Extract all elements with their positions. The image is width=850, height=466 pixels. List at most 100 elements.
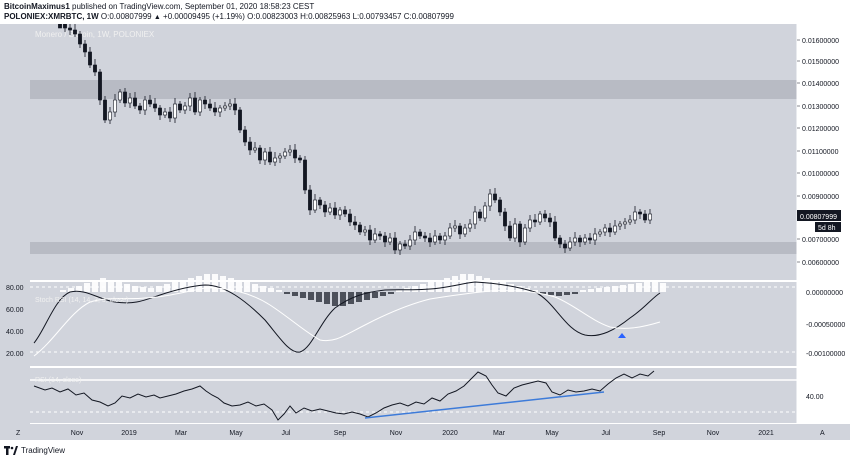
candle <box>458 225 462 235</box>
rsi-line <box>33 370 655 421</box>
countdown: 5d 8h <box>818 225 836 232</box>
macd-bar <box>380 292 386 296</box>
candle <box>498 199 502 213</box>
chart-area[interactable]: Monero / Bitcoin, 1W, POLONIEX Stoch RSI… <box>0 23 850 461</box>
macd-bar <box>364 292 370 300</box>
candle <box>143 99 147 111</box>
macd-bar <box>548 292 554 295</box>
candle <box>208 103 212 109</box>
candle <box>548 217 552 223</box>
candle <box>438 235 442 241</box>
stoch-pane[interactable] <box>30 282 797 366</box>
publish-text: published on TradingView.com, September … <box>72 2 315 11</box>
macd-bar <box>292 292 298 296</box>
macd-bar <box>412 286 418 292</box>
stoch-d-line <box>33 287 661 357</box>
candle <box>113 99 117 113</box>
last-price: 0.00807999 <box>800 214 837 221</box>
rsi-trendline <box>364 391 605 419</box>
candle <box>463 227 467 235</box>
candle <box>473 211 477 225</box>
price-tick: 0.00900000 <box>802 194 839 201</box>
close-value: 0.00807999 <box>411 12 454 21</box>
macd-bar <box>564 292 570 295</box>
candle <box>613 225 617 233</box>
candle <box>93 64 97 73</box>
rsi-pane[interactable] <box>30 368 797 423</box>
macd-bar <box>644 282 650 292</box>
candle <box>278 155 282 159</box>
candle <box>338 209 342 216</box>
macd-bar <box>516 286 522 292</box>
ohlc-open-label: O: <box>247 12 256 21</box>
rsi-tick: 40.00 <box>806 394 824 401</box>
macd-axis[interactable]: 0.00000000 -0.00050000 -0.00100000 <box>806 290 845 358</box>
macd-bar <box>164 284 170 292</box>
candle <box>158 107 162 116</box>
price-tick: 0.01600000 <box>802 38 839 45</box>
candle <box>313 199 317 211</box>
zoom-icon[interactable]: Z <box>16 430 21 437</box>
candle <box>133 97 137 107</box>
time-axis[interactable] <box>0 424 850 440</box>
macd-bar <box>300 292 306 298</box>
chart-svg[interactable]: Monero / Bitcoin, 1W, POLONIEX Stoch RSI… <box>0 23 850 461</box>
candle <box>68 27 72 31</box>
macd-bar <box>460 274 466 292</box>
tradingview-logo[interactable]: TradingView <box>4 446 65 455</box>
macd-bar <box>436 280 442 292</box>
candle <box>63 23 67 29</box>
candle <box>103 99 107 121</box>
price-pane[interactable] <box>30 24 797 280</box>
candle <box>178 103 182 111</box>
time-label: Mar <box>493 430 506 437</box>
macd-bar <box>340 292 346 306</box>
support-zone <box>30 242 797 254</box>
candle <box>128 97 132 104</box>
candle <box>363 229 367 233</box>
candle <box>578 237 582 243</box>
stoch-tick: 20.00 <box>6 351 24 358</box>
macd-bar <box>396 290 402 292</box>
macd-bar <box>180 280 186 292</box>
price-tick: 0.01200000 <box>802 126 839 133</box>
time-label: Nov <box>71 430 84 437</box>
candle <box>213 107 217 113</box>
macd-tick: -0.00050000 <box>806 322 845 329</box>
candle <box>648 213 652 221</box>
macd-bar <box>612 286 618 292</box>
time-label: Sep <box>653 430 666 437</box>
candle <box>483 205 487 219</box>
candle <box>193 97 197 113</box>
time-label: Mar <box>175 430 188 437</box>
stoch-axis: 80.00 60.00 40.00 20.00 <box>6 285 24 358</box>
auto-scale-button[interactable]: A <box>820 430 825 437</box>
candle <box>218 107 222 113</box>
symbol-name[interactable]: POLONIEX:XMRBTC, 1W <box>4 12 99 21</box>
candle <box>73 29 77 35</box>
macd-bar <box>124 284 130 292</box>
countdown-badge <box>815 222 841 232</box>
candle <box>83 43 87 53</box>
price-axis[interactable]: 0.01600000 0.01500000 0.01400000 0.01300000… <box>797 38 839 267</box>
macd-bar <box>276 290 282 292</box>
candle <box>448 227 452 237</box>
high-label: H: <box>300 12 309 21</box>
candle <box>393 237 397 251</box>
candle <box>283 151 287 157</box>
macd-bar <box>588 289 594 292</box>
close-label: C: <box>403 12 412 21</box>
tradingview-logo-icon <box>4 446 18 455</box>
candle <box>493 193 497 201</box>
time-label: 2020 <box>442 430 458 437</box>
candle <box>308 189 312 211</box>
time-label: 2019 <box>121 430 137 437</box>
candle <box>348 213 352 223</box>
macd-bar <box>628 284 634 292</box>
author-name[interactable]: BitcoinMaximus1 <box>4 2 70 11</box>
time-label: Nov <box>707 430 720 437</box>
candle <box>273 157 277 163</box>
candle <box>593 233 597 241</box>
macd-bar <box>508 284 514 292</box>
candle <box>268 151 272 163</box>
